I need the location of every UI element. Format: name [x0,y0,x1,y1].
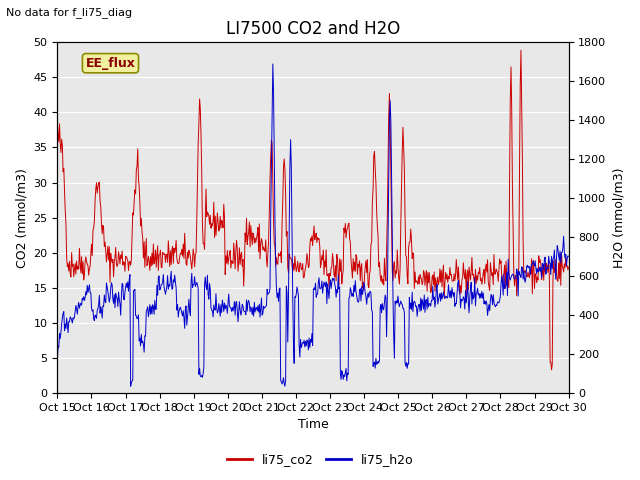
Y-axis label: CO2 (mmol/m3): CO2 (mmol/m3) [15,168,28,267]
Y-axis label: H2O (mmol/m3): H2O (mmol/m3) [612,168,625,268]
X-axis label: Time: Time [298,419,328,432]
Title: LI7500 CO2 and H2O: LI7500 CO2 and H2O [226,20,400,38]
Text: EE_flux: EE_flux [86,57,136,70]
Legend: li75_co2, li75_h2o: li75_co2, li75_h2o [221,448,419,471]
Text: No data for f_li75_diag: No data for f_li75_diag [6,7,132,18]
